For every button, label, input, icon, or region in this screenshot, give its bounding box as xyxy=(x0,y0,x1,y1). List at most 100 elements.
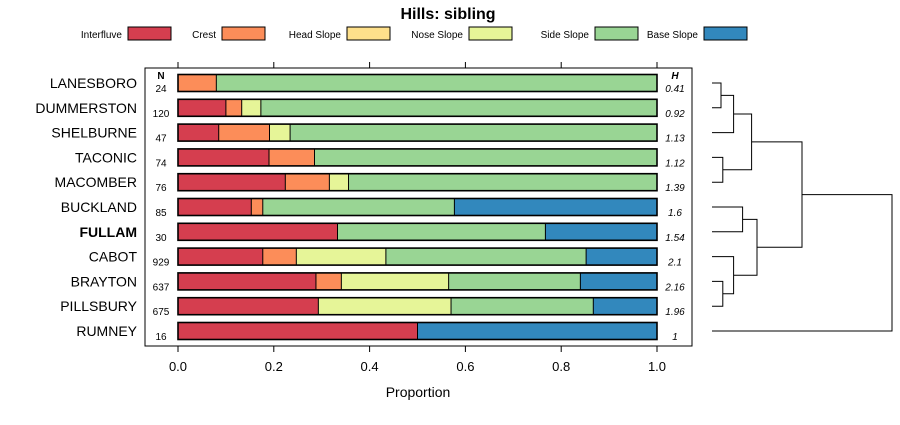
row-label-dummerston: DUMMERSTON xyxy=(35,100,137,116)
h-value-dummerston: 0.92 xyxy=(665,109,685,120)
row-label-fullam: FULLAM xyxy=(79,224,137,240)
dendrogram-branch-5 xyxy=(712,280,724,307)
bar-row-dummerston xyxy=(177,98,658,118)
row-label-rumney: RUMNEY xyxy=(76,323,137,339)
bar-segment-cabot-side-slope xyxy=(385,248,587,266)
h-value-taconic: 1.12 xyxy=(665,158,685,169)
bar-row-taconic xyxy=(177,148,658,167)
h-value-cabot: 2.1 xyxy=(667,258,682,269)
legend-swatch-base-slope xyxy=(703,26,748,41)
x-tick-label: 0.2 xyxy=(265,359,283,374)
legend-swatch-side-slope xyxy=(594,26,639,41)
bar-outline-rumney xyxy=(177,321,658,341)
bar-segment-pillsbury-interfluve xyxy=(178,297,319,315)
h-value-brayton: 2.16 xyxy=(664,282,685,293)
n-value-taconic: 74 xyxy=(155,158,167,169)
bar-segment-taconic-interfluve xyxy=(178,148,270,166)
bar-segment-macomber-side-slope xyxy=(348,173,657,191)
bar-outline-cabot xyxy=(177,247,658,266)
bar-segment-dummerston-crest xyxy=(225,99,242,117)
legend-swatch-nose-slope xyxy=(468,26,513,41)
bar-segment-lanesboro-crest xyxy=(178,74,217,92)
h-value-rumney: 1 xyxy=(672,332,678,343)
bar-segment-cabot-nose-slope xyxy=(296,248,386,266)
legend-label-base-slope: Base Slope xyxy=(647,30,699,41)
dendrogram-branch-7 xyxy=(733,218,758,276)
bar-segment-macomber-crest xyxy=(285,173,330,191)
bar-outline-lanesboro xyxy=(177,73,658,93)
n-labels: 24 120 47 74 76 85 30 929 637 675 16 xyxy=(153,84,170,343)
row-label-macomber: MACOMBER xyxy=(55,174,137,190)
bar-outline-shelburne xyxy=(177,123,658,142)
bar-outline-brayton xyxy=(177,272,658,291)
n-value-cabot: 929 xyxy=(153,258,170,269)
row-label-pillsbury: PILLSBURY xyxy=(60,298,137,314)
bar-row-shelburne xyxy=(177,123,658,142)
n-value-lanesboro: 24 xyxy=(155,84,167,95)
bar-segment-rumney-interfluve xyxy=(178,322,418,340)
bar-row-rumney xyxy=(177,321,658,341)
h-value-buckland: 1.6 xyxy=(668,208,682,219)
bar-segment-fullam-interfluve xyxy=(178,223,338,241)
bar-outline-taconic xyxy=(177,148,658,167)
x-axis-title: Proportion xyxy=(386,384,451,400)
dendrogram-branch-9 xyxy=(712,194,893,332)
dendrogram-branch-2 xyxy=(712,156,724,183)
plot-frame xyxy=(144,67,693,347)
legend-swatch-interfluve xyxy=(127,26,172,41)
bar-segment-buckland-interfluve xyxy=(178,198,252,216)
bar-segment-macomber-interfluve xyxy=(178,173,286,191)
bar-segment-brayton-side-slope xyxy=(448,272,581,290)
legend-label-interfluve: Interfluve xyxy=(81,30,123,41)
x-axis: 0.0 0.2 0.4 0.6 0.8 1.0 xyxy=(169,62,666,374)
n-value-pillsbury: 675 xyxy=(153,307,170,318)
dendrogram xyxy=(712,82,893,332)
bar-segment-fullam-side-slope xyxy=(337,223,546,241)
bar-outline-buckland xyxy=(177,197,658,217)
bar-segment-pillsbury-base-slope xyxy=(593,297,657,315)
chart-title: Hills: sibling xyxy=(400,6,495,23)
row-label-shelburne: SHELBURNE xyxy=(51,125,137,141)
dendrogram-branch-3 xyxy=(722,113,753,171)
n-value-buckland: 85 xyxy=(155,208,167,219)
bar-outline-pillsbury xyxy=(177,296,658,316)
bar-segment-shelburne-nose-slope xyxy=(269,124,291,142)
bar-segment-shelburne-interfluve xyxy=(178,124,219,142)
x-tick-label: 0.6 xyxy=(456,359,474,374)
h-column-header: H xyxy=(671,71,679,82)
n-value-rumney: 16 xyxy=(155,332,167,343)
bar-row-macomber xyxy=(177,172,658,192)
bar-segment-macomber-nose-slope xyxy=(329,173,349,191)
h-value-macomber: 1.39 xyxy=(665,183,685,194)
x-tick-label: 0.4 xyxy=(361,359,379,374)
bar-row-fullam xyxy=(177,222,658,242)
dendrogram-branch-0 xyxy=(712,82,722,109)
n-value-fullam: 30 xyxy=(155,233,167,244)
bar-segment-brayton-interfluve xyxy=(178,272,316,290)
h-labels: 0.41 0.92 1.13 1.12 1.39 1.6 1.54 2.1 2.16 1.96 1 xyxy=(664,84,685,343)
bar-segment-brayton-base-slope xyxy=(580,272,657,290)
n-value-dummerston: 120 xyxy=(153,109,170,120)
bar-segment-dummerston-side-slope xyxy=(260,99,657,117)
legend-swatch-head-slope xyxy=(346,26,391,41)
bar-outline-fullam xyxy=(177,222,658,242)
legend-label-nose-slope: Nose Slope xyxy=(411,30,463,41)
x-tick-label: 1.0 xyxy=(648,359,666,374)
row-label-taconic: TACONIC xyxy=(75,149,137,165)
bar-row-lanesboro xyxy=(177,73,658,93)
legend-label-head-slope: Head Slope xyxy=(289,30,342,41)
n-value-shelburne: 47 xyxy=(155,134,167,145)
legend: Interfluve Crest Head Slope Nose Slope Side … xyxy=(81,26,748,41)
bar-segment-taconic-crest xyxy=(269,148,315,166)
row-label-cabot: CABOT xyxy=(89,249,138,265)
bar-segment-rumney-base-slope xyxy=(417,322,657,340)
legend-swatch-crest xyxy=(221,26,266,41)
n-value-brayton: 637 xyxy=(153,282,170,293)
row-labels: LANESBORO DUMMERSTON SHELBURNE TACONIC MACOM… xyxy=(35,75,137,339)
bar-segment-cabot-interfluve xyxy=(178,248,263,266)
bar-segment-buckland-base-slope xyxy=(454,198,657,216)
bar-outline-dummerston xyxy=(177,98,658,118)
bar-segment-buckland-crest xyxy=(251,198,263,216)
bar-segment-pillsbury-nose-slope xyxy=(318,297,452,315)
